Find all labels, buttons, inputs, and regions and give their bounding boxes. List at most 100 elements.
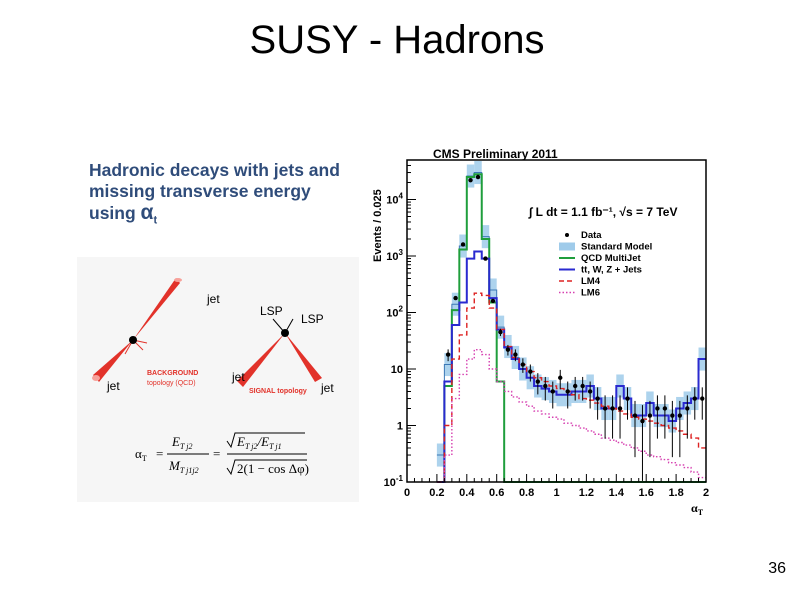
legend-label: QCD MultiJet: [581, 253, 641, 264]
label-jet-right: jet: [320, 381, 334, 395]
signal-vertex: [281, 329, 289, 337]
formula-eq2: =: [213, 446, 220, 461]
data-point: [610, 406, 615, 411]
legend-marker-data: [565, 233, 569, 237]
x-axis-label: αT: [691, 501, 704, 517]
label-signal: SIGNAL topology: [249, 388, 307, 395]
formula-den: MT j1j2: [168, 458, 199, 475]
data-point: [572, 383, 578, 389]
y-tick-label: 1: [397, 420, 403, 432]
slide-title: SUSY - Hadrons: [249, 18, 545, 62]
data-point: [617, 406, 623, 411]
data-point: [662, 406, 668, 411]
heading-line-2: missing transverse energy: [89, 181, 311, 201]
signal-jet-right: [285, 333, 322, 382]
topology-diagram-svg: jet jet BACKGROUND topology (QCD) LSP LS…: [92, 278, 334, 476]
data-point: [513, 352, 518, 357]
y-tick-label: 10-1: [384, 474, 404, 489]
data-point: [505, 347, 511, 352]
data-point: [453, 295, 458, 301]
x-tick-label: 0.2: [429, 487, 444, 499]
alpha-t-chart: 0 0.2 0.4 0.6 0.8 1 1.2 1.4 1.6 1.8 2 10-1 1 10 102 103…: [369, 140, 715, 518]
data-point-layer: [445, 174, 705, 481]
series-line-3: [436, 250, 706, 483]
legend-label: tt, W, Z + Jets: [581, 265, 642, 276]
panel-heading: Hadronic decays with jets and missing tr…: [89, 160, 359, 232]
alpha-sub: t: [153, 214, 158, 227]
formula-sqrt-num: ET j2/ET j1: [236, 434, 282, 451]
data-point: [625, 396, 630, 401]
formula-sqrt-bottom: [226, 459, 307, 476]
jet-cone-bottom: [93, 340, 133, 382]
lumi-annotation: ∫ L dt = 1.1 fb⁻¹, √s = 7 TeV: [528, 205, 677, 219]
data-point: [685, 406, 690, 411]
axis-tick-layer: 0 0.2 0.4 0.6 0.8 1 1.2 1.4 1.6 1.8 2 10-1 1 10 102 103…: [384, 164, 709, 499]
y-axis-label: Events / 0.025: [372, 189, 384, 262]
data-point: [602, 406, 608, 411]
x-tick-label: 1.2: [579, 487, 594, 499]
jet-cone-top-cap: [174, 278, 182, 282]
legend-label: LM4: [581, 276, 601, 287]
data-point: [670, 413, 675, 418]
label-lsp-left: LSP: [260, 304, 283, 318]
x-tick-label: 0.6: [489, 487, 504, 499]
chart-svg: 0 0.2 0.4 0.6 0.8 1 1.2 1.4 1.6 1.8 2 10-1 1 10 102 103…: [372, 147, 709, 517]
formula-sqrt-top: [226, 432, 305, 449]
label-jet-mid: jet: [231, 370, 245, 384]
x-tick-label: 1.6: [639, 487, 654, 499]
data-point: [498, 329, 503, 335]
legend-label: Data: [581, 230, 602, 241]
series-line-2: [436, 173, 706, 483]
alpha-t-formula: αT = ET j2 MT j1j2 = ET j2/ET j1 2(1 − c…: [135, 432, 309, 476]
data-point: [632, 413, 638, 418]
left-panel: Hadronic decays with jets and missing tr…: [77, 152, 359, 502]
data-point: [595, 396, 600, 401]
data-point: [550, 389, 555, 394]
data-point: [700, 396, 705, 401]
label-jet-top: jet: [206, 292, 220, 306]
label-background-1: BACKGROUND: [147, 370, 198, 377]
legend-marker-band: [559, 242, 575, 251]
x-tick-label: 2: [703, 487, 709, 499]
data-point: [677, 413, 683, 418]
data-point: [483, 256, 488, 261]
y-tick-label: 103: [386, 248, 403, 263]
data-point: [445, 352, 451, 357]
data-point: [655, 406, 660, 411]
label-lsp-right: LSP: [301, 312, 324, 326]
y-tick-label: 104: [386, 191, 403, 206]
x-tick-label: 0.4: [459, 487, 475, 499]
y-tick-label: 102: [386, 304, 403, 319]
alpha-symbol: α: [140, 201, 154, 224]
bg-vertex: [129, 336, 137, 344]
x-tick-label: 1.4: [609, 487, 625, 499]
data-point: [490, 298, 496, 304]
label-background-2: topology (QCD): [147, 380, 196, 387]
data-point: [640, 418, 645, 424]
signal-jet-left: [237, 333, 285, 387]
data-point: [558, 375, 563, 380]
x-tick-label: 0.8: [519, 487, 534, 499]
label-jet-left: jet: [106, 379, 120, 393]
formula-lhs: αT: [135, 446, 147, 463]
data-point: [535, 379, 541, 384]
jet-cone-bottom-cap: [92, 375, 100, 381]
formula-sqrt-den: 2(1 − cos Δφ): [237, 461, 309, 476]
formula-eq1: =: [156, 446, 163, 461]
data-point: [692, 396, 697, 401]
legend-label: LM6: [581, 288, 600, 299]
data-point: [647, 413, 653, 418]
topology-diagram: jet jet BACKGROUND topology (QCD) LSP LS…: [77, 257, 359, 502]
heading-line-3: using αt: [89, 202, 359, 232]
data-point: [528, 369, 533, 374]
series-line-4: [436, 292, 706, 483]
data-point: [475, 174, 481, 180]
y-tick-label: 10: [391, 364, 403, 376]
chart-title: CMS Preliminary 2011: [433, 147, 558, 161]
data-point: [543, 383, 548, 389]
jet-cone-top: [133, 278, 180, 340]
heading-line-1: Hadronic decays with jets and: [89, 160, 340, 180]
heading-using: using: [89, 203, 136, 223]
formula-num: ET j2: [171, 434, 192, 451]
